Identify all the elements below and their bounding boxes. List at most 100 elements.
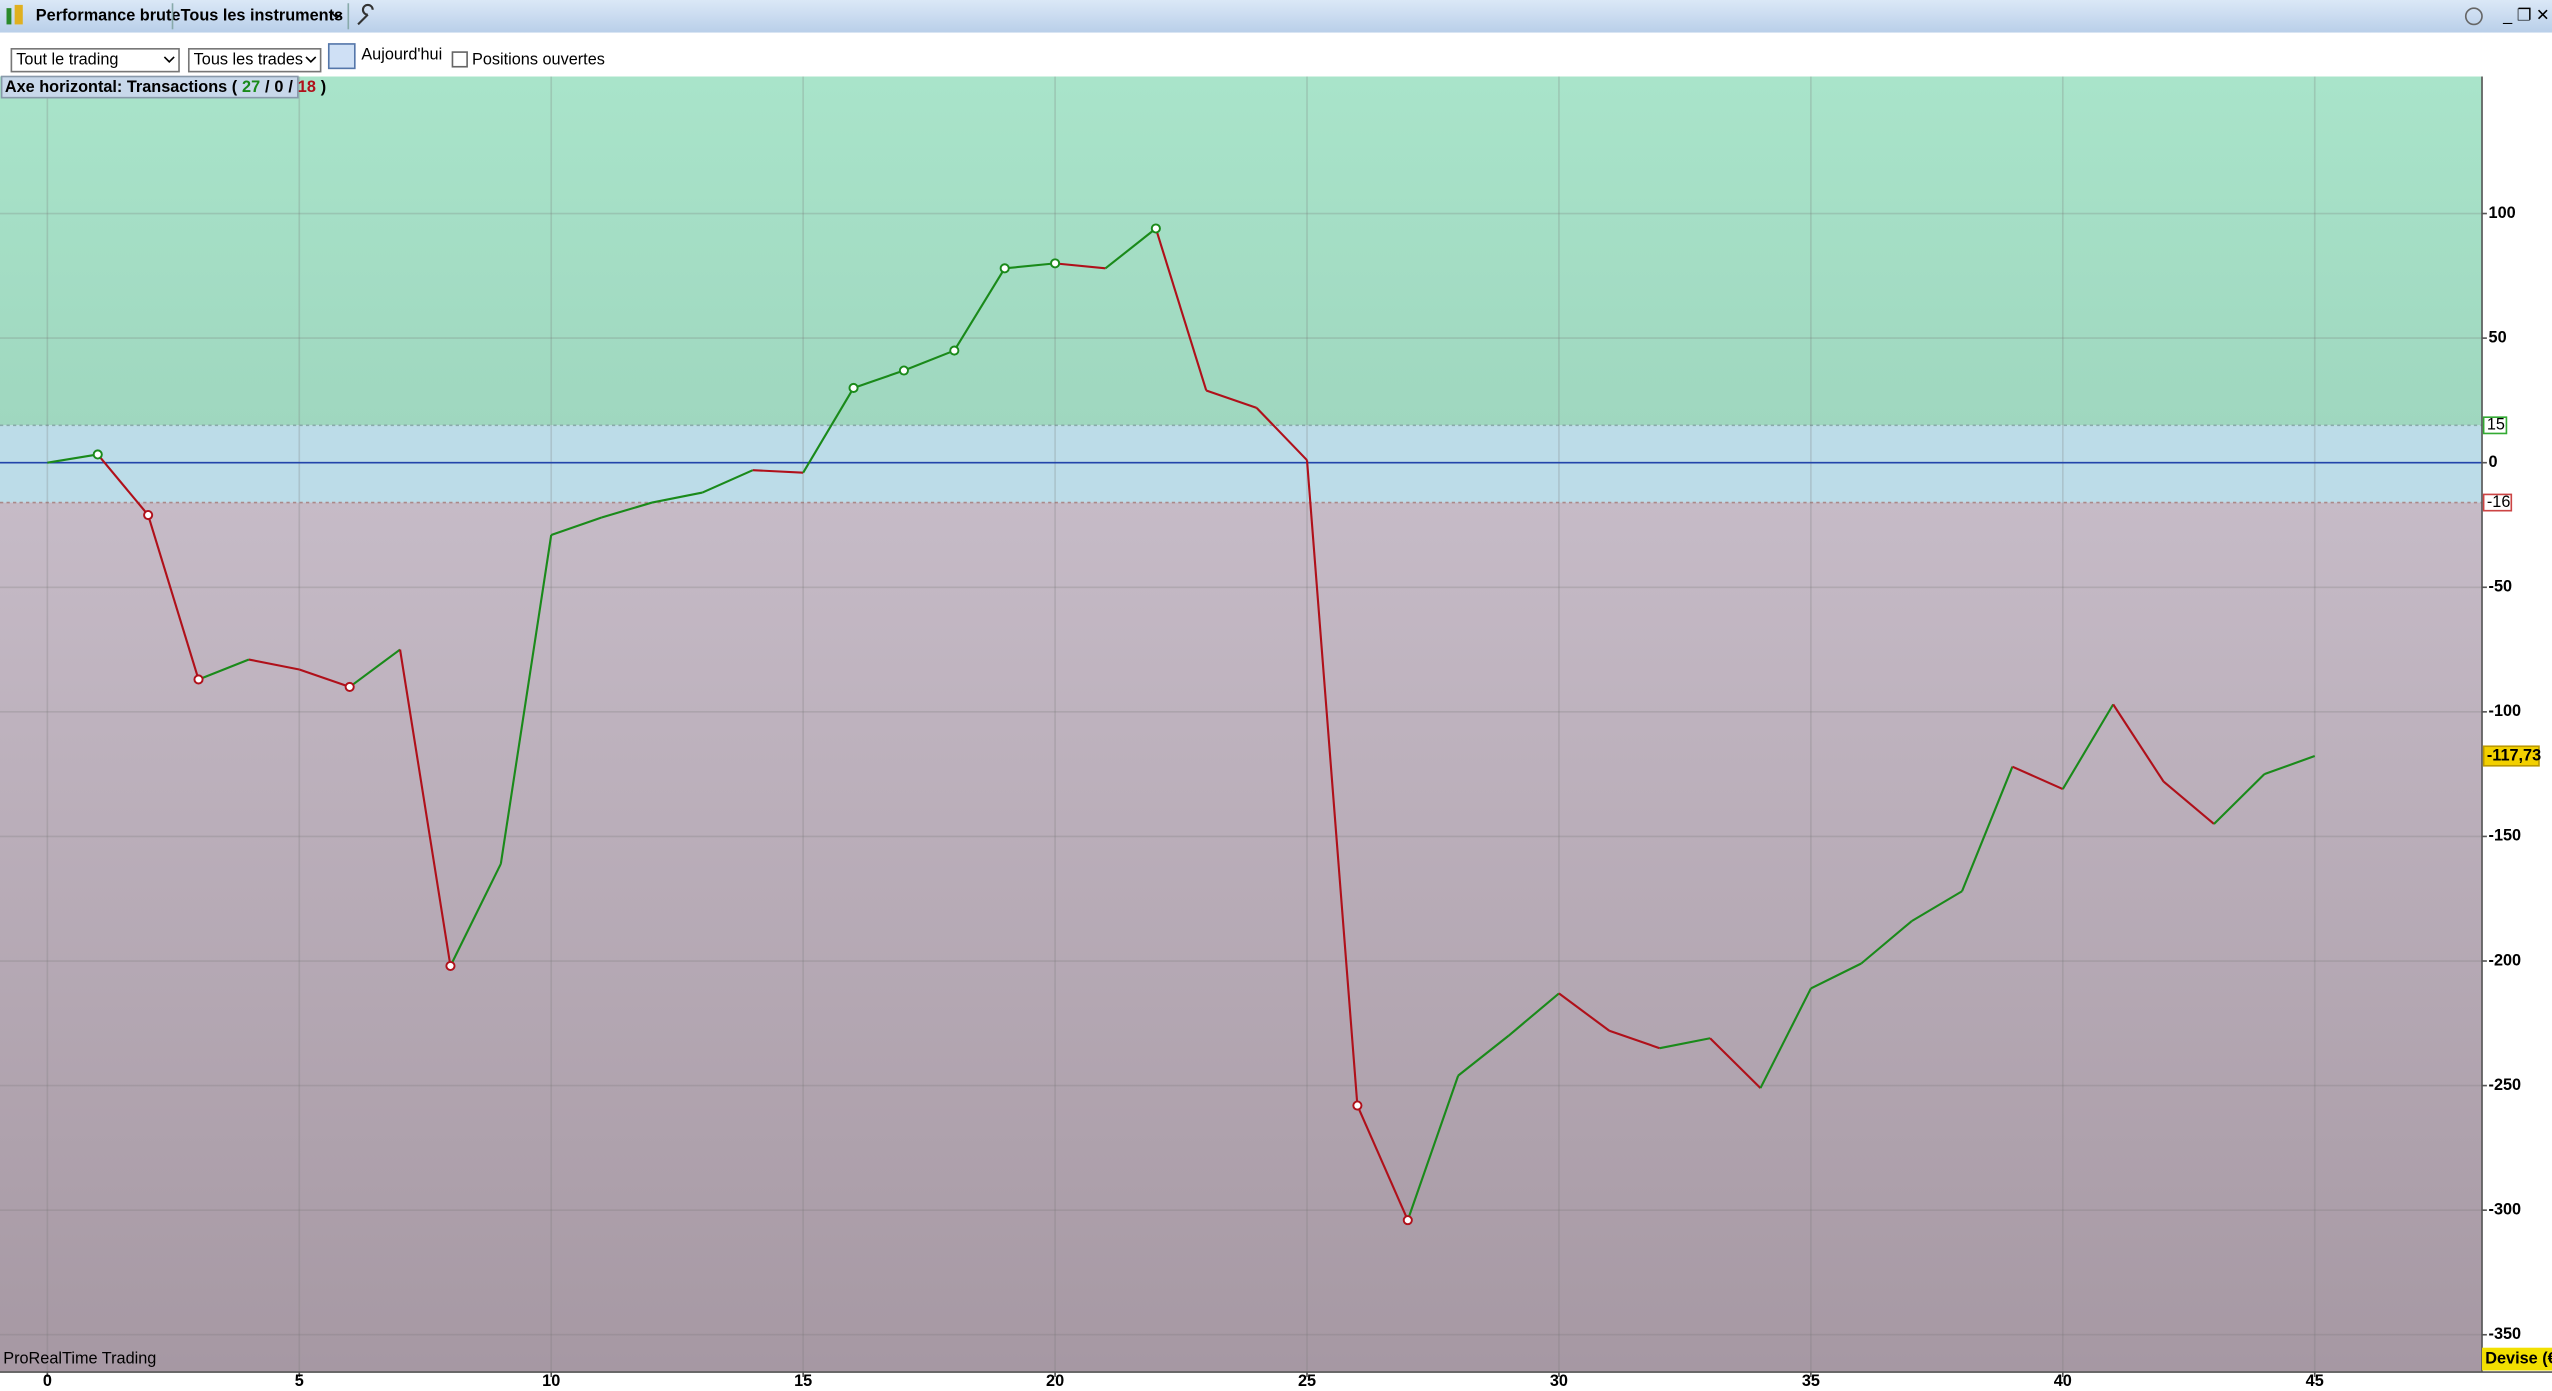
- line-segment: [1558, 992, 1610, 1032]
- line-segment: [349, 648, 401, 688]
- line-segment: [47, 453, 98, 464]
- x-tick-label: 10: [542, 1372, 560, 1390]
- line-segment: [1961, 766, 2014, 892]
- line-segment: [2263, 755, 2316, 776]
- x-tick-label: 5: [295, 1372, 304, 1390]
- point-marker: [1352, 1100, 1363, 1111]
- line-segment: [96, 453, 149, 516]
- line-segment: [853, 369, 905, 389]
- line-segment: [248, 658, 300, 671]
- settings-icon[interactable]: [357, 3, 374, 26]
- header-part: /: [265, 78, 270, 96]
- header: Axe horizontal: Transactions (27/0/18): [5, 78, 326, 96]
- last-value-label: -117,73: [2487, 746, 2541, 764]
- line-segment: [953, 267, 1006, 352]
- point-marker: [1402, 1215, 1413, 1226]
- line-segment: [2213, 773, 2266, 825]
- y-tick-label: 50: [2489, 328, 2507, 346]
- line-segment: [1759, 987, 1812, 1089]
- profit-zone: [0, 76, 2483, 426]
- neutral-zone: [0, 425, 2483, 503]
- scope-select[interactable]: [10, 48, 180, 73]
- axes: 0 5 10 15 20 25 30 35 40 45 100 50 0 -50 -100 -150 -200 -…: [43, 204, 2541, 1390]
- header-part: 18: [298, 78, 316, 96]
- line-segment: [1205, 389, 1257, 409]
- loss-zone: [0, 502, 2483, 1373]
- line-segment: [1911, 890, 1963, 923]
- y-axis-panel: [2482, 76, 2552, 1373]
- threshold-label: -16: [2487, 493, 2511, 511]
- date-button[interactable]: Aujourd'hui: [361, 46, 442, 64]
- line-segment: [903, 349, 955, 372]
- line-segment: [1356, 1105, 1409, 1221]
- point-marker: [1150, 223, 1161, 234]
- calendar-icon[interactable]: [327, 43, 356, 70]
- y-tick-label: -50: [2489, 578, 2513, 596]
- point-marker: [344, 681, 355, 692]
- x-tick-label: 30: [1550, 1372, 1568, 1390]
- y-tick-label: -350: [2489, 1325, 2522, 1343]
- line-segment: [198, 658, 250, 681]
- dropdown-arrow: [331, 12, 343, 20]
- point-marker: [92, 449, 103, 460]
- currency-box: [2482, 1347, 2552, 1371]
- line-segment: [1608, 1029, 1661, 1050]
- header-part: Axe horizontal: Transactions (: [5, 78, 238, 96]
- trades-select[interactable]: [187, 48, 322, 73]
- line-segment: [1104, 227, 1157, 270]
- point-marker: [193, 674, 204, 685]
- line-segment: [1709, 1037, 1762, 1089]
- y-tick-label: -250: [2489, 1076, 2522, 1094]
- line-segment: [449, 863, 502, 967]
- line-segment: [550, 516, 602, 536]
- dropdown-arrow: [305, 56, 317, 64]
- line-segment: [1659, 1037, 1711, 1050]
- line-segment: [499, 534, 553, 864]
- plot-area: [0, 76, 2483, 1373]
- point-marker: [1050, 258, 1061, 269]
- point-marker: [949, 345, 960, 356]
- threshold-box: [2482, 493, 2513, 512]
- header-part: ): [321, 78, 326, 96]
- x-tick-label: 0: [43, 1372, 52, 1390]
- x-tick-label: 20: [1046, 1372, 1064, 1390]
- line-segment: [2061, 703, 2115, 790]
- x-tick-label: 25: [1298, 1372, 1316, 1390]
- title-bar: [0, 0, 2552, 33]
- point-marker: [999, 263, 1010, 274]
- threshold-box: [2482, 416, 2508, 435]
- line-segment: [1054, 262, 1106, 270]
- line-segment: [1507, 992, 1560, 1037]
- app-icon: [6, 8, 12, 25]
- share-icon[interactable]: [2464, 7, 2483, 26]
- line-segment: [1154, 228, 1208, 391]
- checkbox-label: Positions ouvertes: [472, 51, 605, 69]
- x-tick-label: 40: [2054, 1372, 2072, 1390]
- line-segment: [1406, 1075, 1460, 1221]
- line-segment: [1810, 962, 1862, 990]
- scope-select-text: Tout le trading: [16, 51, 118, 69]
- line-segment: [399, 649, 452, 967]
- window-controls[interactable]: _ ❐ ✕: [2502, 7, 2549, 25]
- header-box: [0, 75, 299, 99]
- point-marker: [143, 509, 154, 521]
- line-segment: [1860, 920, 1913, 965]
- y-tick-label: 0: [2489, 453, 2498, 471]
- header-part: 0: [274, 78, 283, 96]
- threshold-label: 15: [2487, 416, 2505, 434]
- header-part: 27: [242, 78, 260, 96]
- point-marker: [445, 960, 456, 972]
- line-segment: [2162, 780, 2215, 825]
- checkbox[interactable]: [451, 51, 468, 68]
- line-segment: [601, 501, 653, 519]
- line-segment: [651, 491, 703, 504]
- instruments-menu[interactable]: Tous les instruments: [181, 7, 343, 25]
- y-tick-label: -150: [2489, 827, 2522, 845]
- point-marker: [848, 382, 859, 393]
- line-segment: [1305, 460, 1359, 1106]
- line-segment: [1457, 1034, 1510, 1077]
- point-marker: [898, 365, 909, 376]
- line-segment: [752, 469, 804, 474]
- line-segment: [701, 469, 754, 494]
